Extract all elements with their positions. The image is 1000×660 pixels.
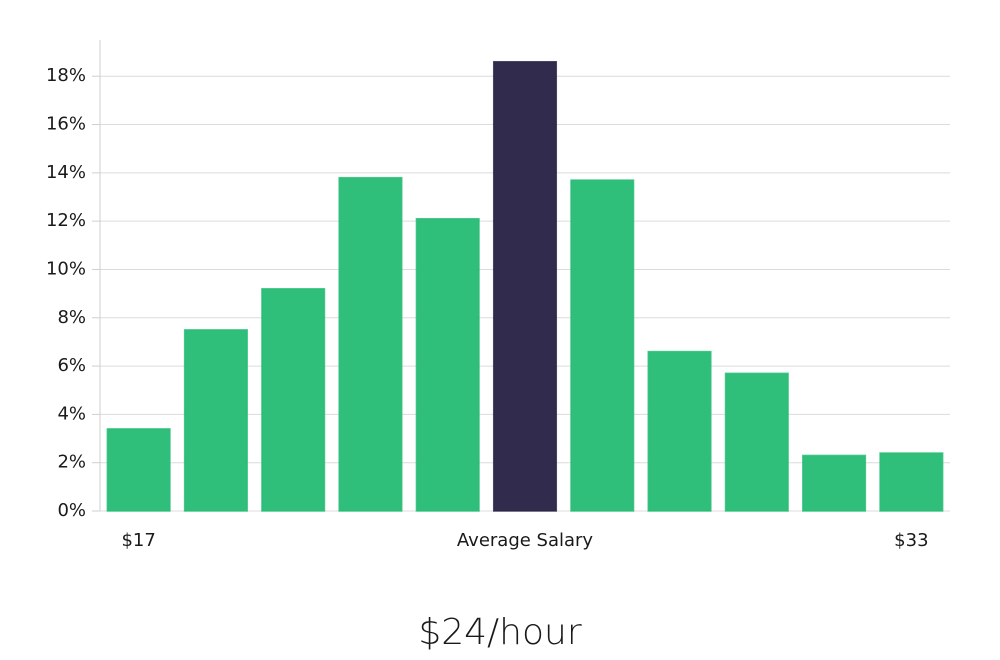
bar (647, 350, 712, 512)
x-tick-label: Average Salary (457, 530, 594, 551)
bar (106, 428, 171, 512)
bar (802, 454, 867, 512)
y-tick-label: 18% (46, 65, 86, 86)
y-tick-label: 14% (46, 162, 86, 183)
bar (338, 176, 403, 512)
y-tick-label: 6% (57, 355, 86, 376)
y-tick-label: 12% (46, 210, 86, 231)
y-tick-label: 8% (57, 307, 86, 328)
bar (570, 179, 635, 512)
y-tick-label: 10% (46, 258, 86, 279)
y-tick-label: 4% (57, 403, 86, 424)
chart-title: $24/hour (418, 612, 582, 653)
bar (415, 217, 480, 512)
x-tick-label: $33 (894, 530, 928, 551)
y-tick-label: 16% (46, 114, 86, 135)
y-tick-label: 0% (57, 500, 86, 521)
y-tick-label: 2% (57, 452, 86, 473)
bar (261, 288, 326, 512)
bar (724, 372, 789, 512)
bar (879, 452, 944, 512)
bar (183, 329, 248, 512)
bar (492, 60, 558, 512)
x-tick-label: $17 (121, 530, 155, 551)
